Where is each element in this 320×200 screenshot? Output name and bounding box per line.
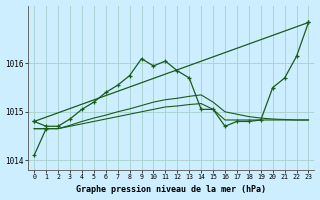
X-axis label: Graphe pression niveau de la mer (hPa): Graphe pression niveau de la mer (hPa): [76, 185, 266, 194]
